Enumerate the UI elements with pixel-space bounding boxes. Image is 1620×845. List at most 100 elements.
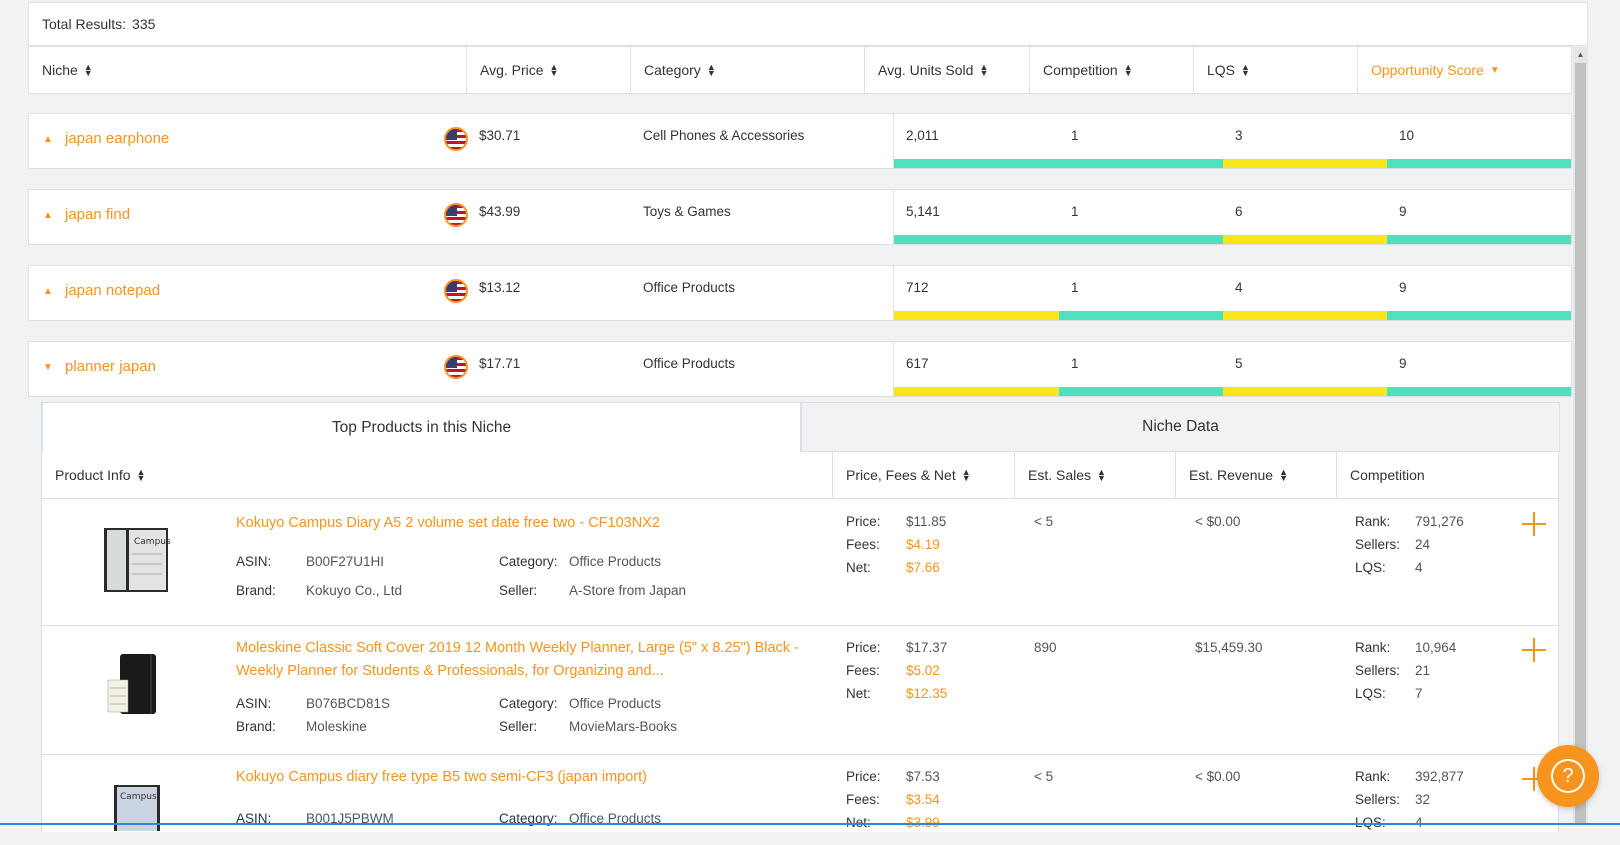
product-thumbnail[interactable] xyxy=(100,650,172,722)
niche-row-expanded[interactable]: ▼ planner japan $17.71 Office Products 6… xyxy=(28,341,1572,397)
tab-niche-data[interactable]: Niche Data xyxy=(801,402,1560,452)
niche-metrics: 712 1 4 9 xyxy=(893,266,1571,320)
us-flag-icon xyxy=(444,355,468,379)
est-revenue-value: < $0.00 xyxy=(1195,769,1241,784)
units-bar xyxy=(894,235,1059,244)
sort-icon: ▲ ▼ xyxy=(1123,62,1133,78)
column-opportunity-score[interactable]: Opportunity Score ▼ xyxy=(1358,47,1571,93)
lqs-bar xyxy=(1223,387,1387,396)
niche-competition: 1 xyxy=(1071,280,1079,295)
niche-competition: 1 xyxy=(1071,128,1079,143)
column-competition-label: Competition xyxy=(1043,62,1118,78)
competition-bar xyxy=(1059,235,1223,244)
column-price-label: Price, Fees & Net xyxy=(846,466,956,483)
niche-lqs: 6 xyxy=(1235,204,1243,219)
lqs-bar xyxy=(1223,311,1387,320)
niche-score: 10 xyxy=(1399,128,1415,143)
us-flag-icon xyxy=(444,279,468,303)
help-button[interactable]: ? xyxy=(1537,745,1599,807)
product-thumbnail[interactable]: Campus xyxy=(100,524,172,596)
asin-label: ASIN: xyxy=(236,811,272,826)
column-est-sales[interactable]: Est. Sales ▲ ▼ xyxy=(1015,451,1176,498)
niche-price: $30.71 xyxy=(479,128,521,143)
niche-row[interactable]: ▲ japan earphone $30.71 Cell Phones & Ac… xyxy=(28,113,1572,169)
product-title[interactable]: Kokuyo Campus Diary A5 2 volume set date… xyxy=(236,515,660,531)
expand-icon[interactable]: ▲ xyxy=(43,134,53,145)
svg-text:Campus: Campus xyxy=(134,537,171,547)
sort-icon: ▲ ▼ xyxy=(1097,466,1106,483)
lqs-value: 4 xyxy=(1415,815,1423,830)
add-product-icon[interactable] xyxy=(1522,638,1546,662)
seller-label: Seller: xyxy=(499,583,538,598)
asin-label: ASIN: xyxy=(236,554,272,569)
est-sales-value: < 5 xyxy=(1034,514,1054,529)
score-bar xyxy=(1387,387,1571,396)
price-value: $7.53 xyxy=(906,769,940,784)
sellers-label: Sellers: xyxy=(1355,537,1401,552)
price-value: $17.37 xyxy=(906,640,948,655)
product-title[interactable]: Kokuyo Campus diary free type B5 two sem… xyxy=(236,769,647,785)
collapse-icon[interactable]: ▼ xyxy=(43,362,53,373)
niche-row[interactable]: ▲ japan notepad $13.12 Office Products 7… xyxy=(28,265,1572,321)
column-price-fees-net[interactable]: Price, Fees & Net ▲ ▼ xyxy=(833,451,1015,498)
units-bar xyxy=(894,387,1059,396)
total-results: Total Results: 335 xyxy=(28,2,1588,46)
rank-label: Rank: xyxy=(1355,640,1391,655)
asin-value: B076BCD81S xyxy=(306,696,391,711)
product-row: Campus Kokuyo Campus diary free type B5 … xyxy=(42,755,1560,845)
est-sales-value: < 5 xyxy=(1034,769,1054,784)
svg-text:Campus: Campus xyxy=(120,792,157,802)
niche-row[interactable]: ▲ japan find $43.99 Toys & Games 5,141 1… xyxy=(28,189,1572,245)
price-label: Price: xyxy=(846,514,881,529)
competition-bar xyxy=(1059,311,1223,320)
scrollbar[interactable]: ▲ xyxy=(1573,47,1588,825)
niche-lqs: 5 xyxy=(1235,356,1243,371)
niche-score: 9 xyxy=(1399,356,1407,371)
price-label: Price: xyxy=(846,769,881,784)
scroll-up-icon[interactable]: ▲ xyxy=(1576,49,1585,59)
column-est-revenue-label: Est. Revenue xyxy=(1189,466,1274,483)
niche-lqs: 3 xyxy=(1235,128,1243,143)
add-product-icon[interactable] xyxy=(1522,767,1546,791)
net-label: Net: xyxy=(846,686,871,701)
column-est-sales-label: Est. Sales xyxy=(1028,466,1092,483)
tab-top-products[interactable]: Top Products in this Niche xyxy=(42,402,801,452)
expand-icon[interactable]: ▲ xyxy=(43,210,53,221)
niche-score: 9 xyxy=(1399,280,1407,295)
column-est-revenue[interactable]: Est. Revenue ▲ ▼ xyxy=(1176,451,1337,498)
lqs-label: LQS: xyxy=(1355,560,1386,575)
units-bar xyxy=(894,159,1059,168)
niche-lqs: 4 xyxy=(1235,280,1243,295)
competition-bar xyxy=(1059,159,1223,168)
brand-label: Brand: xyxy=(236,583,276,598)
seller-value: A-Store from Japan xyxy=(569,583,687,598)
column-avg-units[interactable]: Avg. Units Sold ▲ ▼ xyxy=(865,47,1030,93)
niche-table-header: Niche ▲ ▼ Avg. Price ▲ ▼ Category ▲ ▼ Avg. … xyxy=(28,46,1572,94)
column-avg-price[interactable]: Avg. Price ▲ ▼ xyxy=(467,47,631,93)
product-title[interactable]: Moleskine Classic Soft Cover 2019 12 Mon… xyxy=(236,640,799,679)
niche-name[interactable]: japan notepad xyxy=(65,282,161,299)
column-lqs[interactable]: LQS ▲ ▼ xyxy=(1194,47,1358,93)
column-niche[interactable]: Niche ▲ ▼ xyxy=(29,47,467,93)
column-avg-units-label: Avg. Units Sold xyxy=(878,62,974,78)
expand-icon[interactable]: ▲ xyxy=(43,286,53,297)
bottom-divider xyxy=(0,823,1620,825)
add-product-icon[interactable] xyxy=(1522,512,1546,536)
sellers-value: 21 xyxy=(1415,663,1431,678)
category-value: Office Products xyxy=(569,811,662,826)
niche-name[interactable]: planner japan xyxy=(65,358,156,375)
niche-name[interactable]: japan find xyxy=(65,206,131,223)
column-competition[interactable]: Competition ▲ ▼ xyxy=(1030,47,1194,93)
niche-category: Cell Phones & Accessories xyxy=(643,128,805,143)
sort-desc-icon: ▼ xyxy=(1489,64,1500,76)
sort-icon: ▲ ▼ xyxy=(1241,62,1250,78)
niche-name[interactable]: japan earphone xyxy=(65,130,170,147)
niche-metrics: 5,141 1 6 9 xyxy=(893,190,1571,244)
question-icon: ? xyxy=(1551,759,1585,793)
scrollbar-thumb[interactable] xyxy=(1575,63,1586,825)
niche-price: $13.12 xyxy=(479,280,521,295)
column-opportunity-label: Opportunity Score xyxy=(1371,62,1484,78)
column-product-info[interactable]: Product Info ▲ ▼ xyxy=(42,451,833,498)
units-bar xyxy=(894,311,1059,320)
column-category[interactable]: Category ▲ ▼ xyxy=(631,47,865,93)
